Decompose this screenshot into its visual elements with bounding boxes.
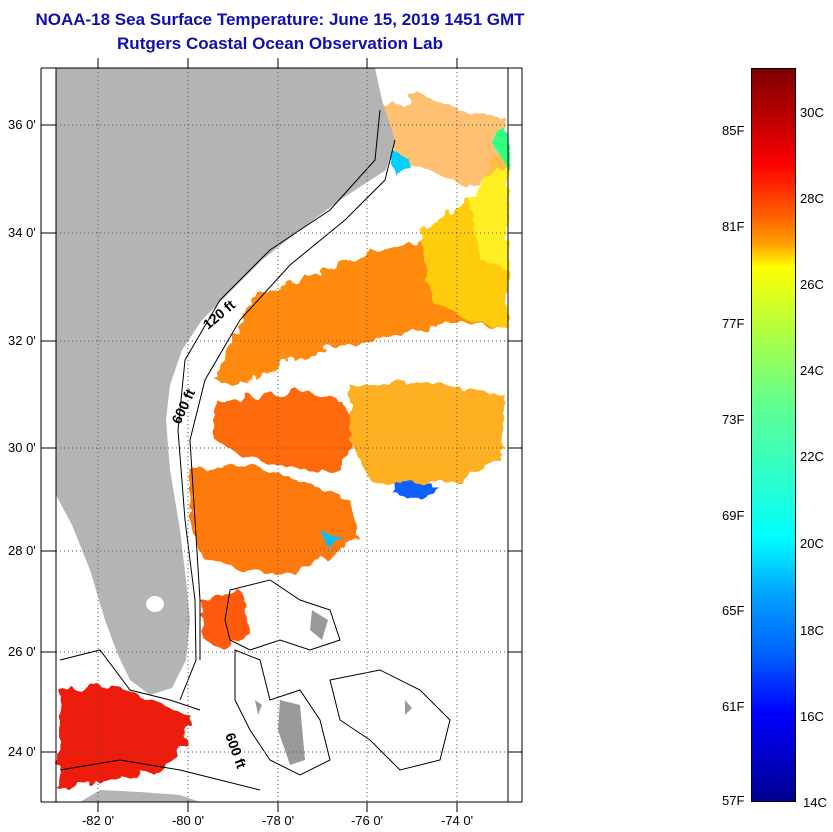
colorbar-c-label: 24C bbox=[800, 363, 824, 378]
lat-label: 36 0' bbox=[8, 117, 36, 132]
colorbar-c-label: 20C bbox=[800, 536, 824, 551]
colorbar-f-label: 61F bbox=[722, 699, 745, 714]
colorbar-f-label: 57F bbox=[722, 793, 745, 808]
lon-label: -78 0' bbox=[261, 813, 295, 828]
lat-label: 30 0' bbox=[8, 440, 36, 455]
lake-okeechobee bbox=[146, 596, 164, 612]
lat-label: 32 0' bbox=[8, 333, 36, 348]
colorbar-c-label: 18C bbox=[800, 623, 824, 638]
lon-label: -80 0' bbox=[171, 813, 205, 828]
axis-ticks bbox=[40, 58, 523, 812]
andros-island bbox=[278, 700, 305, 765]
colorbar-f-label: 77F bbox=[722, 316, 745, 331]
lon-label: -82 0' bbox=[81, 813, 115, 828]
north-america-land bbox=[56, 68, 395, 695]
colorbar-f-label: 73F bbox=[722, 412, 745, 427]
lat-label: 24 0' bbox=[8, 744, 36, 759]
colorbar-c-label: 28C bbox=[800, 191, 824, 206]
cuba-land bbox=[80, 790, 200, 802]
map-subtitle: Rutgers Coastal Ocean Observation Lab bbox=[117, 34, 443, 53]
colorbar-c-label: 14C bbox=[803, 795, 827, 810]
grid-lines bbox=[56, 68, 508, 802]
colorbar-c-label: 26C bbox=[800, 277, 824, 292]
colorbar-c-label: 16C bbox=[800, 709, 824, 724]
depth-contours bbox=[59, 109, 451, 791]
colorbar-f-label: 69F bbox=[722, 508, 745, 523]
lon-label: -76 0' bbox=[350, 813, 384, 828]
colorbar-f-label: 85F bbox=[722, 123, 745, 138]
colorbar-c-label: 30C bbox=[800, 105, 824, 120]
lat-label: 28 0' bbox=[8, 543, 36, 558]
sst-data-layer bbox=[58, 95, 508, 790]
lat-label: 34 0' bbox=[8, 225, 36, 240]
lat-label: 26 0' bbox=[8, 644, 36, 659]
colorbar-c-label: 22C bbox=[800, 449, 824, 464]
temperature-colorbar bbox=[751, 68, 796, 802]
lon-label: -74 0' bbox=[440, 813, 474, 828]
colorbar-f-label: 81F bbox=[722, 219, 745, 234]
map-title: NOAA-18 Sea Surface Temperature: June 15… bbox=[35, 10, 525, 29]
colorbar-f-label: 65F bbox=[722, 603, 745, 618]
